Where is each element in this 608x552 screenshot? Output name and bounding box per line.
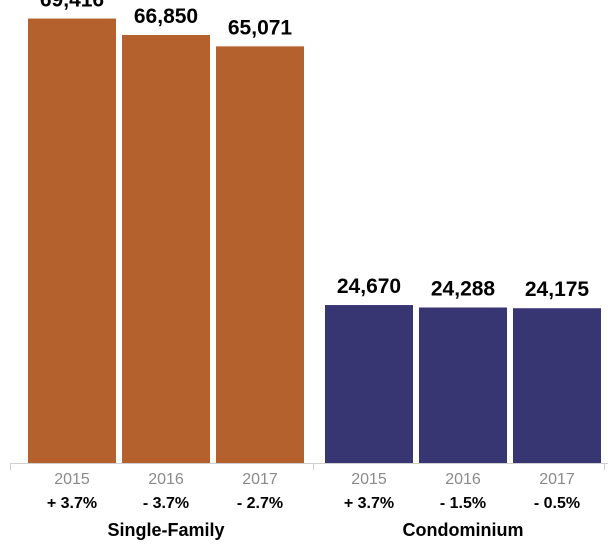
value-label: 24,288	[431, 277, 496, 300]
value-label: 69,416	[40, 0, 104, 12]
x-axis	[10, 463, 608, 470]
year-tick-label: 2015	[351, 471, 387, 488]
change-label: - 0.5%	[534, 495, 580, 512]
value-label: 65,071	[228, 16, 293, 39]
bars-layer	[28, 18, 601, 464]
value-label: 24,175	[525, 278, 590, 301]
labels-layer: 69,416 2015 + 3.7% 66,850 2016 - 3.7% 65,071 20…	[40, 0, 590, 540]
change-label: - 3.7%	[143, 495, 189, 512]
group-label-single-family: Single-Family	[107, 520, 224, 540]
bar-condominium-2016	[419, 307, 507, 463]
group-label-condominium: Condominium	[403, 520, 524, 540]
year-tick-label: 2017	[242, 471, 278, 488]
change-label: - 1.5%	[440, 495, 486, 512]
year-tick-label: 2016	[148, 471, 184, 488]
value-label: 24,670	[337, 275, 401, 298]
year-tick-label: 2017	[539, 471, 575, 488]
bar-single-family-2015	[28, 18, 116, 464]
change-label: + 3.7%	[47, 495, 97, 512]
bar-condominium-2015	[325, 305, 413, 463]
bar-single-family-2016	[122, 34, 210, 463]
change-label: - 2.7%	[237, 495, 283, 512]
year-tick-label: 2016	[445, 471, 481, 488]
bar-condominium-2017	[513, 308, 601, 463]
change-label: + 3.7%	[344, 495, 394, 512]
bar-single-family-2017	[216, 46, 304, 464]
year-tick-label: 2015	[54, 471, 90, 488]
value-label: 66,850	[134, 5, 198, 28]
